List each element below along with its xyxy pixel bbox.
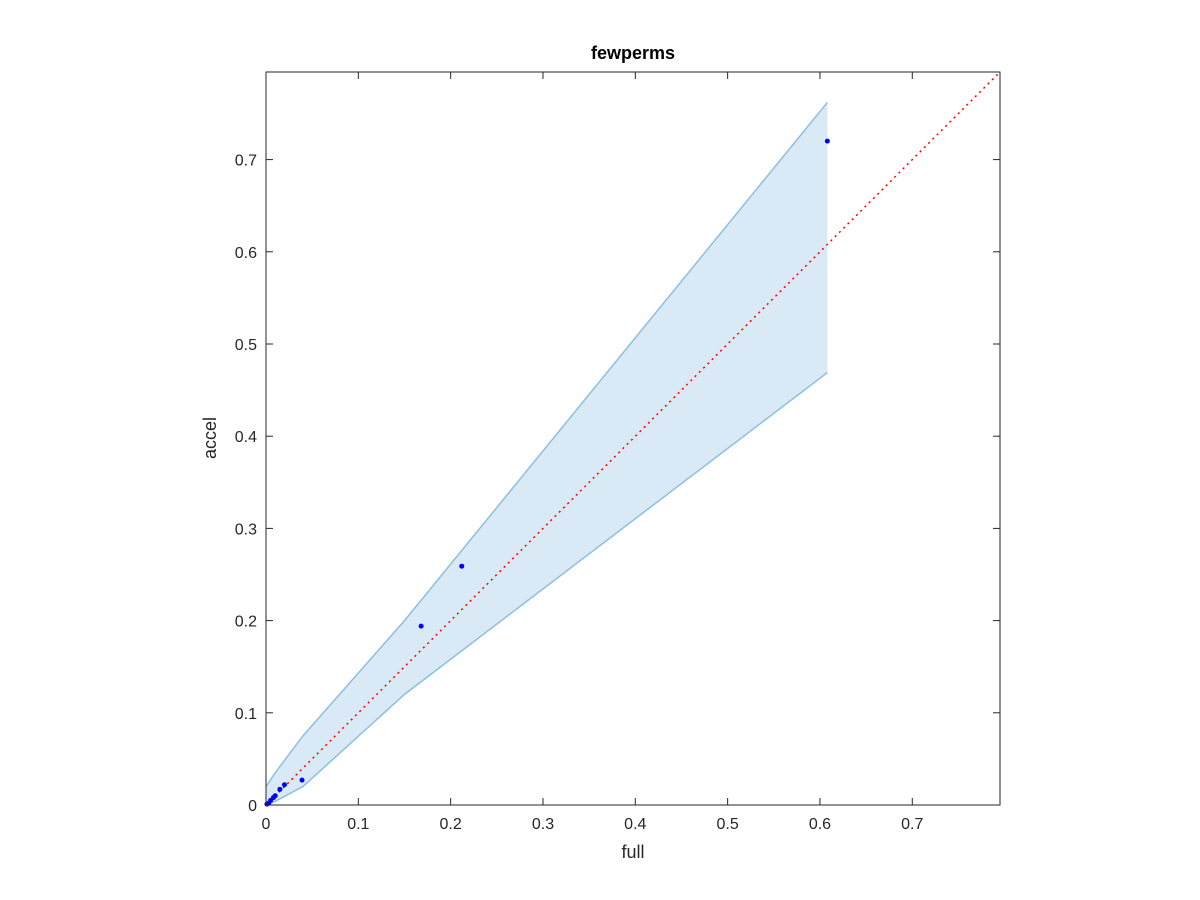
x-tick-label: 0.2 xyxy=(440,816,462,833)
y-tick-label: 0.4 xyxy=(235,429,257,446)
x-tick-label: 0 xyxy=(262,816,271,833)
chart-title: fewperms xyxy=(591,43,675,63)
y-tick-label: 0.1 xyxy=(235,706,257,723)
plot-frame xyxy=(265,71,1001,806)
data-point xyxy=(281,782,287,788)
x-tick-label: 0.6 xyxy=(809,816,831,833)
data-point xyxy=(418,623,424,629)
data-point xyxy=(459,563,465,569)
confidence-band-lower-edge xyxy=(265,371,828,806)
x-tick-label: 0.4 xyxy=(624,816,646,833)
confidence-band-upper-edge xyxy=(265,101,828,787)
y-axis-label: accel xyxy=(200,417,220,459)
x-axis-label: full xyxy=(621,842,644,862)
axis-ticks: 0 0.1 0.2 0.3 0.4 0.5 0.6 0.7 0 0.1 0.2 0.3 0.4 0.5 0.… xyxy=(235,72,1000,833)
x-tick-label: 0.3 xyxy=(532,816,554,833)
y-tick-label: 0 xyxy=(248,798,257,815)
identity-reference-line xyxy=(265,71,1001,806)
y-tick-label: 0.6 xyxy=(235,245,257,262)
data-point xyxy=(272,793,278,799)
y-tick-label: 0.5 xyxy=(235,337,257,354)
data-point xyxy=(299,777,305,783)
y-tick-label: 0.3 xyxy=(235,521,257,538)
y-tick-label: 0.2 xyxy=(235,614,257,631)
x-tick-label: 0.1 xyxy=(347,816,369,833)
x-tick-label: 0.7 xyxy=(901,816,923,833)
data-point xyxy=(277,786,283,792)
x-tick-label: 0.5 xyxy=(717,816,739,833)
data-points xyxy=(264,138,830,807)
confidence-band xyxy=(266,102,828,806)
y-tick-label: 0.7 xyxy=(235,153,257,170)
data-point xyxy=(824,138,830,144)
